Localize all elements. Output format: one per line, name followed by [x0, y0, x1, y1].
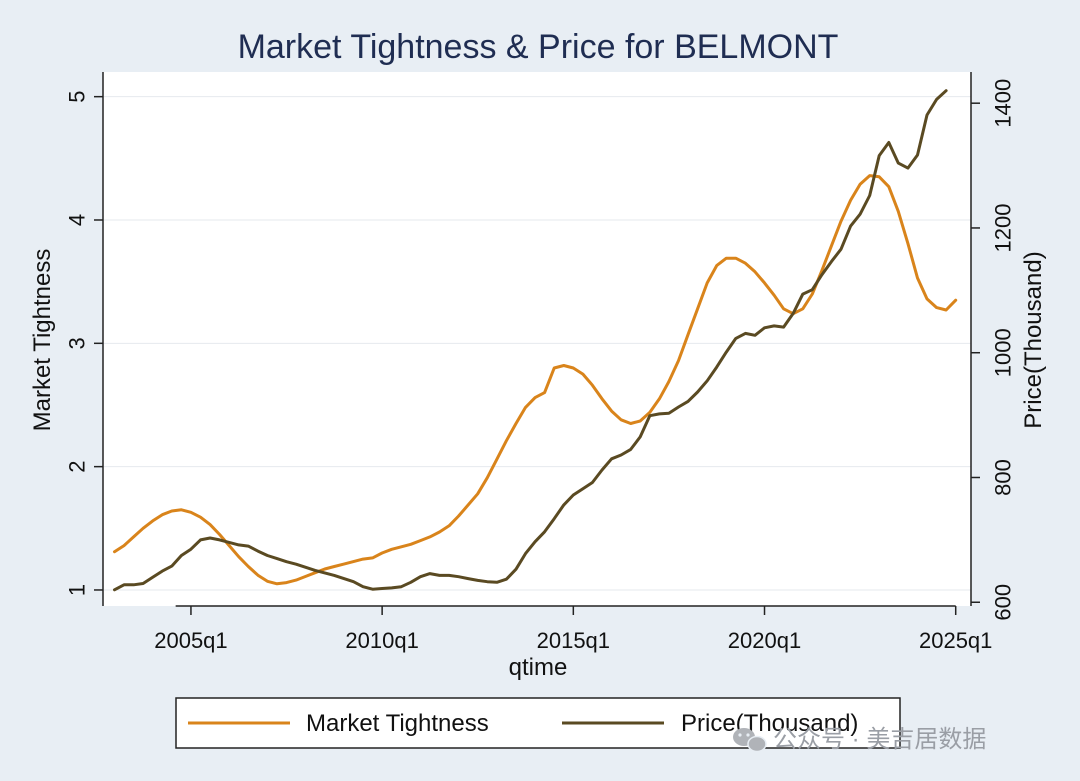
x-tick-label: 2015q1: [537, 628, 610, 653]
x-tick-label: 2010q1: [345, 628, 418, 653]
series-line-price: [113, 89, 948, 592]
x-axis-label: qtime: [509, 654, 568, 681]
y-axis-right-label: Price(Thousand): [1020, 251, 1047, 428]
axes: [102, 72, 972, 607]
y-right-tick-label: 600: [991, 584, 1016, 621]
legend-label-market-tightness: Market Tightness: [306, 710, 489, 737]
y-right-tick-label: 800: [991, 459, 1016, 496]
series-lines: [113, 89, 958, 592]
y-axis-left-label: Market Tightness: [29, 249, 56, 432]
legend-box: [175, 697, 901, 749]
chart-title: Market Tightness & Price for BELMONT: [238, 28, 839, 66]
wechat-icon: [733, 728, 767, 753]
x-tick-label: 2005q1: [154, 628, 227, 653]
legend-label-price: Price(Thousand): [681, 710, 858, 737]
y-left-tick-label: 3: [65, 337, 90, 349]
y-left-tick-label: 4: [65, 214, 90, 226]
y-right-ticks: 600 800 1000 1200 1400: [971, 79, 1016, 621]
gridlines: [103, 96, 971, 591]
watermark: 公众号 · 美吉居数据: [733, 726, 986, 753]
y-right-tick-label: 1400: [991, 79, 1016, 128]
y-right-tick-label: 1000: [991, 328, 1016, 377]
y-left-ticks: 1 2 3 4 5: [65, 91, 103, 596]
y-left-tick-label: 2: [65, 461, 90, 473]
x-ticks: 2005q1 2010q1 2015q1 2020q1 2025q1: [154, 606, 992, 653]
y-right-tick-label: 1200: [991, 203, 1016, 252]
y-left-tick-label: 1: [65, 584, 90, 596]
legend: Market Tightness Price(Thousand): [175, 697, 901, 749]
y-left-tick-label: 5: [65, 91, 90, 103]
plot-area: [103, 72, 971, 606]
x-tick-label: 2020q1: [728, 628, 801, 653]
watermark-text: 公众号 · 美吉居数据: [773, 726, 986, 753]
x-tick-label: 2025q1: [919, 628, 992, 653]
